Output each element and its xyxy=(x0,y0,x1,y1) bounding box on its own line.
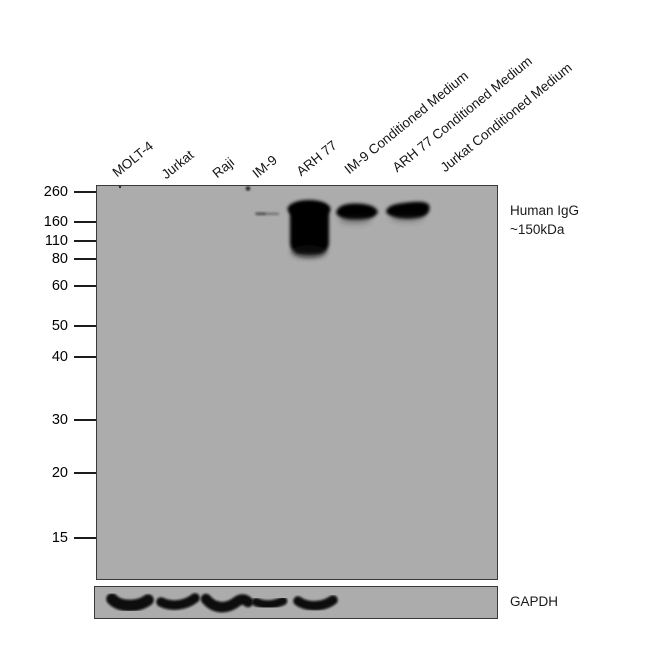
mw-marker-260: 260 xyxy=(0,183,96,201)
mw-tick xyxy=(74,221,96,223)
mw-marker-40: 40 xyxy=(0,348,96,366)
loading-control-label: GAPDH xyxy=(510,594,559,609)
mw-tick xyxy=(74,240,96,242)
mw-marker-30: 30 xyxy=(0,411,96,429)
mw-tick xyxy=(74,472,96,474)
gapdh-bands-canvas xyxy=(106,593,338,613)
mw-label: 40 xyxy=(51,349,68,365)
mw-tick xyxy=(74,537,96,539)
mw-marker-50: 50 xyxy=(0,317,96,335)
target-size: ~150kDa xyxy=(510,222,565,237)
band-gapdh-jurkat xyxy=(156,593,200,610)
mw-marker-15: 15 xyxy=(0,529,96,547)
mw-marker-20: 20 xyxy=(0,464,96,482)
mw-label: 30 xyxy=(51,412,68,428)
target-name: Human IgG xyxy=(510,203,580,218)
band-gapdh-molt4 xyxy=(106,593,154,612)
mw-label: 60 xyxy=(51,278,68,294)
mw-marker-60: 60 xyxy=(0,277,96,295)
band-gapdh-raji xyxy=(200,593,254,613)
mw-label: 15 xyxy=(51,530,68,546)
membrane-panel-main xyxy=(96,185,498,580)
mw-tick xyxy=(74,285,96,287)
mw-label: 160 xyxy=(43,214,68,230)
mw-tick xyxy=(74,191,96,193)
band-gapdh-im9 xyxy=(251,596,288,609)
speck-artifact xyxy=(118,186,122,189)
band-igg-arh77 xyxy=(287,200,331,257)
mw-tick xyxy=(74,419,96,421)
mw-tick xyxy=(74,258,96,260)
mw-label: 110 xyxy=(44,233,68,249)
target-annotation: Human IgG ~150kDa xyxy=(510,201,579,239)
mw-marker-110: 110 xyxy=(0,232,96,250)
band-igg-im9-cm xyxy=(336,203,378,224)
mw-marker-160: 160 xyxy=(0,213,96,231)
membrane-panel-gapdh xyxy=(94,586,498,619)
mw-label: 260 xyxy=(43,184,68,200)
igg-bands-canvas xyxy=(118,186,430,257)
mw-tick xyxy=(74,325,96,327)
mw-tick xyxy=(74,356,96,358)
band-gapdh-arh77 xyxy=(293,595,338,611)
band-igg-im9-faint-core xyxy=(256,212,266,215)
speck-artifact xyxy=(246,186,250,191)
mw-label: 50 xyxy=(51,318,68,334)
band-igg-arh77-cm xyxy=(386,201,430,222)
mw-marker-80: 80 xyxy=(0,250,96,268)
mw-label: 80 xyxy=(51,251,68,267)
mw-label: 20 xyxy=(51,465,68,481)
